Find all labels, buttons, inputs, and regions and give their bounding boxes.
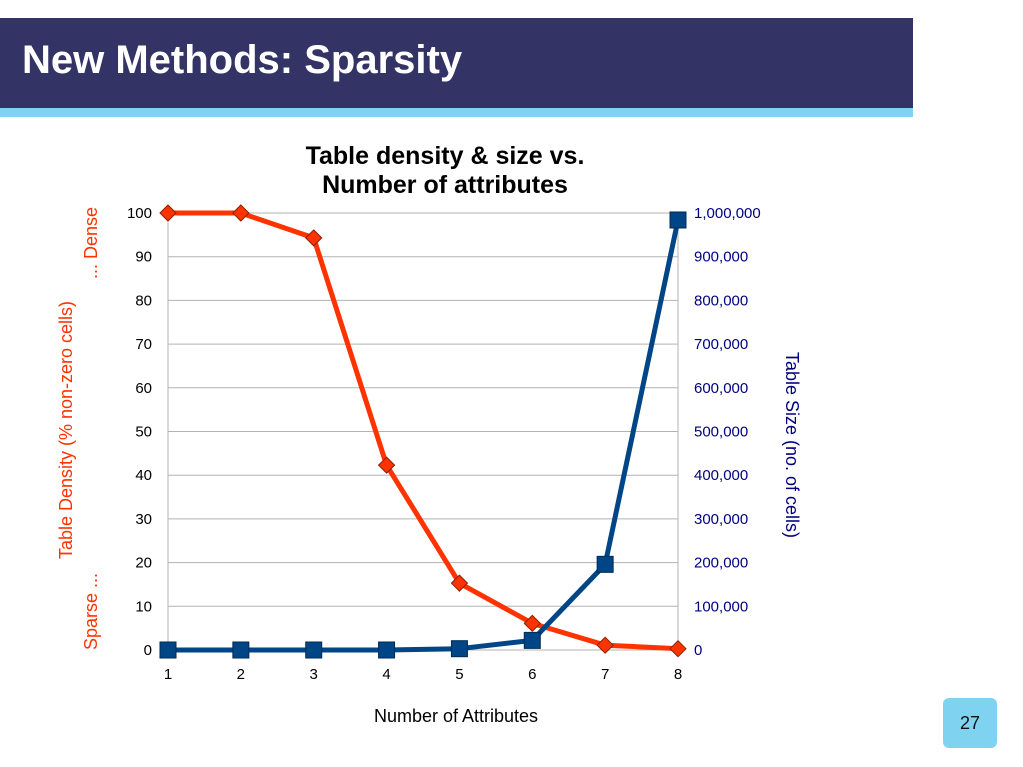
title-accent-stripe — [0, 108, 913, 117]
y-left-tick-label: 90 — [135, 249, 152, 266]
size-point — [450, 640, 468, 658]
y-left-sparse-label: Sparse ... — [81, 573, 101, 650]
x-tick-label: 5 — [455, 666, 463, 683]
size-point — [159, 641, 177, 659]
density-point — [450, 574, 469, 592]
y-left-dense-label: ... Dense — [81, 207, 101, 279]
title-bar — [0, 18, 913, 108]
y-left-axis-label: Table Density (% non-zero cells) — [56, 301, 76, 559]
y-right-tick-label: 800,000 — [694, 292, 748, 309]
y-left-tick-label: 0 — [144, 642, 152, 659]
y-right-tick-label: 0 — [694, 642, 702, 659]
y-left-tick-label: 30 — [135, 511, 152, 528]
y-right-tick-label: 900,000 — [694, 249, 748, 266]
y-left-tick-label: 50 — [135, 424, 152, 441]
x-tick-label: 6 — [528, 666, 536, 683]
y-right-axis-label: Table Size (no. of cells) — [782, 352, 802, 538]
y-right-tick-label: 700,000 — [694, 336, 748, 353]
y-right-tick-label: 200,000 — [694, 555, 748, 572]
y-left-tick-label: 40 — [135, 467, 152, 484]
x-axis-label: Number of Attributes — [374, 706, 538, 726]
x-tick-label: 4 — [382, 666, 390, 683]
chart-title-line: Table density & size vs. — [306, 142, 585, 170]
x-tick-label: 8 — [674, 666, 682, 683]
y-left-tick-label: 80 — [135, 292, 152, 309]
y-left-tick-label: 20 — [135, 555, 152, 572]
page-number-badge: 27 — [943, 698, 997, 748]
density-point — [523, 614, 541, 633]
y-right-tick-label: 1,000,000 — [694, 205, 761, 222]
density-point — [232, 204, 250, 222]
size-line — [168, 219, 681, 653]
density-point — [159, 204, 177, 222]
slide-title: New Methods: Sparsity — [22, 38, 463, 82]
y-left-tick-label: 70 — [135, 336, 152, 353]
density-point — [669, 639, 687, 658]
chart-series — [159, 204, 687, 659]
density-point — [305, 229, 323, 247]
y-left-tick-label: 10 — [135, 598, 152, 615]
chart-labels: Table density & size vs.Number of attrib… — [56, 142, 802, 726]
y-left-tick-label: 60 — [135, 380, 152, 397]
size-point — [378, 641, 396, 659]
chart-title-line: Number of attributes — [322, 171, 568, 199]
chart-ticks: 0 10 20 30 40 50 60 70 80 90 100 0 100,000 200,000 300… — [127, 205, 761, 683]
density-point — [596, 636, 614, 654]
density-line — [168, 210, 679, 652]
density-point — [377, 456, 396, 474]
size-point — [596, 555, 614, 573]
size-point — [305, 641, 323, 659]
y-right-tick-label: 500,000 — [694, 424, 748, 441]
chart-axes — [167, 213, 679, 650]
chart-grid — [168, 212, 678, 651]
x-tick-label: 3 — [310, 666, 318, 683]
x-tick-label: 2 — [237, 666, 245, 683]
x-tick-label: 7 — [601, 666, 609, 683]
size-point — [669, 211, 687, 229]
y-left-tick-label: 100 — [127, 205, 152, 222]
x-tick-label: 1 — [164, 666, 172, 683]
size-point — [232, 641, 250, 659]
y-right-tick-label: 300,000 — [694, 511, 748, 528]
y-right-tick-label: 600,000 — [694, 380, 748, 397]
size-point — [523, 631, 541, 649]
y-right-tick-label: 400,000 — [694, 467, 748, 484]
y-right-tick-label: 100,000 — [694, 598, 748, 615]
